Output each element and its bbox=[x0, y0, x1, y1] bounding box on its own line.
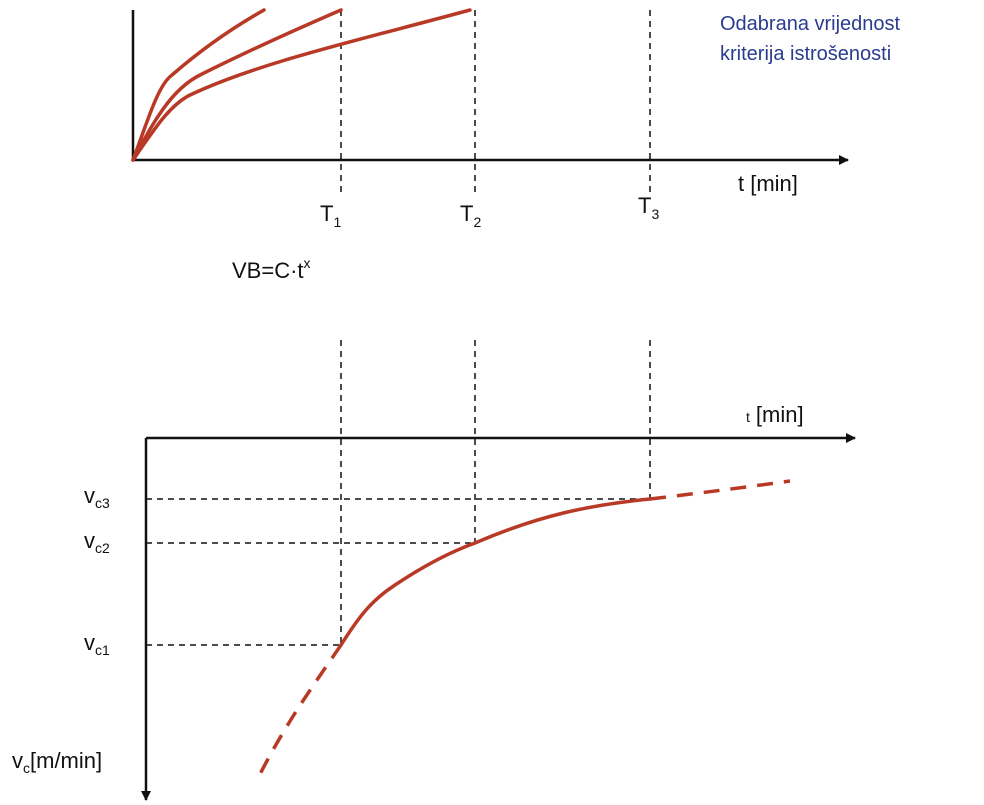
speed-curve-extrapolation-low bbox=[256, 644, 343, 779]
top-x-axis-label: t [min] bbox=[738, 171, 798, 196]
speed-curve-solid bbox=[339, 497, 652, 647]
bottom-x-axis-label: t [min] bbox=[746, 402, 804, 427]
wear-criterion-note-line-2: kriterija istrošenosti bbox=[720, 43, 891, 65]
tick-label-t3: T3 bbox=[638, 193, 659, 222]
wear-formula: VB=C·tx bbox=[232, 255, 311, 283]
bottom-y-axis-label: vc[m/min] bbox=[12, 748, 102, 776]
tick-label-t2: T2 bbox=[460, 201, 481, 230]
bottom-panel: t [min] vc3 vc2 vc1 vc[m/min] bbox=[12, 340, 856, 801]
wear-criterion-note-line-1: Odabrana vrijednost bbox=[720, 13, 901, 35]
tick-label-t1: T1 bbox=[320, 201, 341, 230]
wear-curve-1 bbox=[131, 8, 266, 162]
speed-curve-extrapolation-high bbox=[649, 479, 791, 501]
y-level-vc3: vc3 bbox=[84, 483, 110, 511]
y-level-vc1: vc1 bbox=[84, 630, 110, 658]
top-panel: t [min] T1 T2 T3 VB=C·tx Odabrana vrijed… bbox=[131, 8, 901, 283]
wear-curve-2 bbox=[131, 8, 343, 162]
wear-curve-3 bbox=[131, 8, 472, 162]
y-level-vc2: vc2 bbox=[84, 528, 110, 556]
